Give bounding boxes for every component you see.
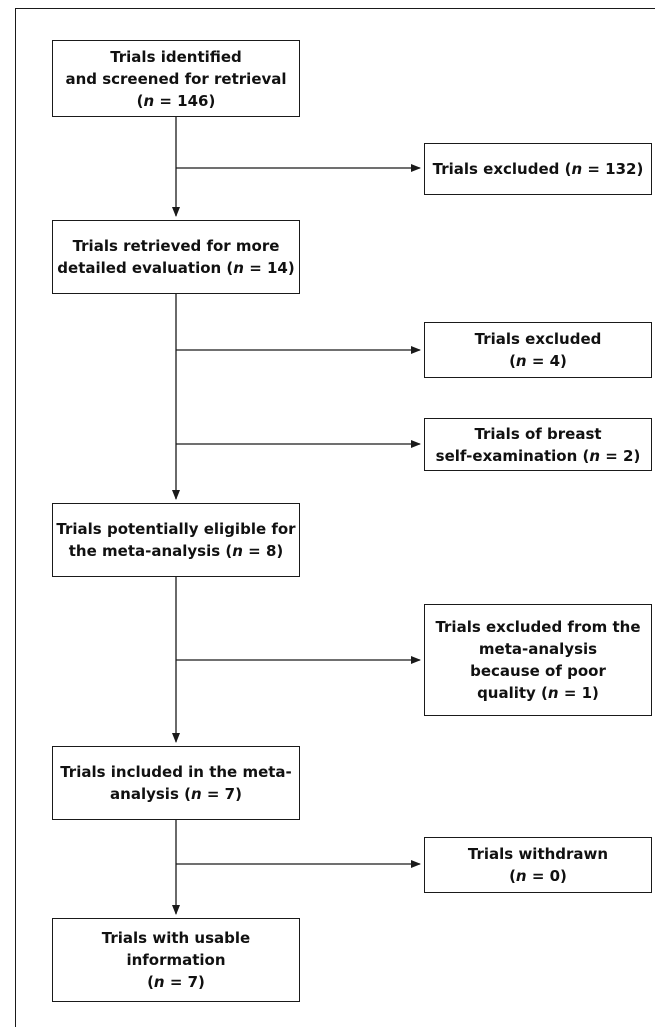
box-text-line: Trials with usable <box>102 927 250 949</box>
box-text-line: Trials of breast <box>436 423 641 445</box>
box-trials-included: Trials included in the meta-analysis (n … <box>52 746 300 820</box>
box-text-line: the meta-analysis (n = 8) <box>56 540 295 562</box>
text-segment: = 146) <box>154 91 216 110</box>
italic-n: n <box>589 446 601 465</box>
italic-n: n <box>515 352 527 370</box>
box-trials-eligible-text: Trials potentially eligible for the meta-… <box>56 518 295 562</box>
box-text-line: and screened for retrieval <box>65 68 286 90</box>
box-text-line: Trials excluded (n = 132) <box>433 158 644 180</box>
text-segment: the meta-analysis ( <box>68 542 233 560</box>
italic-n: n <box>233 259 244 277</box>
text-segment: information <box>126 951 226 969</box>
box-trials-identified: Trials identified and screened for retrie… <box>52 40 300 117</box>
box-text-line: (n = 7) <box>102 971 250 993</box>
text-segment: Trials excluded from the <box>435 618 641 636</box>
text-segment: = 132) <box>582 160 644 178</box>
text-segment: quality ( <box>477 684 548 702</box>
box-text-line: self-examination (n = 2) <box>436 445 641 467</box>
text-segment: and screened for retrieval <box>65 69 287 88</box>
text-segment: analysis ( <box>110 785 191 803</box>
box-trials-usable: Trials with usable information (n = 7) <box>52 918 300 1002</box>
text-segment: = 7) <box>201 785 242 803</box>
box-trials-withdrawn: Trials withdrawn (n = 0) <box>424 837 652 893</box>
text-segment: detailed evaluation ( <box>57 259 234 277</box>
box-text-line: analysis (n = 7) <box>60 783 292 805</box>
box-trials-excluded-4: Trials excluded (n = 4) <box>424 322 652 378</box>
text-segment: ( <box>509 352 516 370</box>
box-text-line: (n = 146) <box>65 90 286 112</box>
box-trials-withdrawn-text: Trials withdrawn (n = 0) <box>468 843 608 887</box>
box-text-line: meta-analysis <box>435 638 640 660</box>
text-segment: Trials included in the meta- <box>60 763 292 781</box>
box-trials-retrieved: Trials retrieved for more detailed evalua… <box>52 220 300 294</box>
text-segment: = 1) <box>558 684 599 702</box>
text-segment: Trials excluded ( <box>432 160 572 178</box>
frame-top-border <box>15 8 655 9</box>
box-trials-retrieved-text: Trials retrieved for more detailed evalua… <box>57 235 294 279</box>
italic-n: n <box>190 785 202 803</box>
box-text-line: detailed evaluation (n = 14) <box>57 257 294 279</box>
box-text-line: Trials withdrawn <box>468 843 608 865</box>
box-text-line: (n = 0) <box>468 865 608 887</box>
text-segment: ( <box>147 973 154 991</box>
box-text-line: because of poor <box>435 660 640 682</box>
text-segment: Trials excluded <box>474 330 602 348</box>
box-trials-breast-self-exam-text: Trials of breast self-examination (n = 2) <box>436 423 641 467</box>
text-segment: Trials of breast <box>474 424 602 443</box>
box-trials-excluded-132-text: Trials excluded (n = 132) <box>433 158 644 180</box>
box-text-line: Trials excluded <box>475 328 602 350</box>
box-text-line: (n = 4) <box>475 350 602 372</box>
text-segment: = 8) <box>242 542 284 560</box>
italic-n: n <box>515 867 527 885</box>
italic-n: n <box>571 160 583 178</box>
text-segment: = 7) <box>164 973 205 991</box>
text-segment: Trials potentially eligible for <box>56 520 296 538</box>
text-segment: = 2) <box>600 446 641 465</box>
text-segment: = 14) <box>243 259 295 277</box>
text-segment: meta-analysis <box>478 640 598 658</box>
text-segment: ( <box>509 867 516 885</box>
box-trials-included-text: Trials included in the meta-analysis (n … <box>60 761 292 805</box>
italic-n: n <box>232 542 243 560</box>
text-segment: self-examination ( <box>435 446 590 465</box>
text-segment: ( <box>136 91 144 110</box>
text-segment: because of poor <box>470 662 606 680</box>
italic-n: n <box>143 91 155 110</box>
box-trials-poor-quality: Trials excluded from the meta-analysis bec… <box>424 604 652 716</box>
box-text-line: information <box>102 949 250 971</box>
box-text-line: Trials retrieved for more <box>57 235 294 257</box>
box-text-line: quality (n = 1) <box>435 682 640 704</box>
box-trials-poor-quality-text: Trials excluded from the meta-analysis bec… <box>435 616 640 704</box>
text-segment: = 0) <box>526 867 567 885</box>
box-trials-usable-text: Trials with usable information (n = 7) <box>102 927 250 993</box>
text-segment: = 4) <box>526 352 567 370</box>
box-trials-excluded-132: Trials excluded (n = 132) <box>424 143 652 195</box>
text-segment: Trials identified <box>110 47 242 66</box>
box-text-line: Trials excluded from the <box>435 616 640 638</box>
box-trials-identified-text: Trials identified and screened for retrie… <box>65 46 286 112</box>
box-text-line: Trials potentially eligible for <box>56 518 295 540</box>
box-text-line: Trials included in the meta- <box>60 761 292 783</box>
italic-n: n <box>153 973 165 991</box>
text-segment: Trials retrieved for more <box>72 237 280 255</box>
box-trials-excluded-4-text: Trials excluded (n = 4) <box>475 328 602 372</box>
italic-n: n <box>547 684 559 702</box>
text-segment: Trials with usable <box>101 929 251 947</box>
box-trials-breast-self-exam: Trials of breast self-examination (n = 2) <box>424 418 652 471</box>
box-trials-eligible: Trials potentially eligible for the meta-… <box>52 503 300 577</box>
box-text-line: Trials identified <box>65 46 286 68</box>
text-segment: Trials withdrawn <box>467 845 609 863</box>
frame-left-border <box>15 8 16 1027</box>
